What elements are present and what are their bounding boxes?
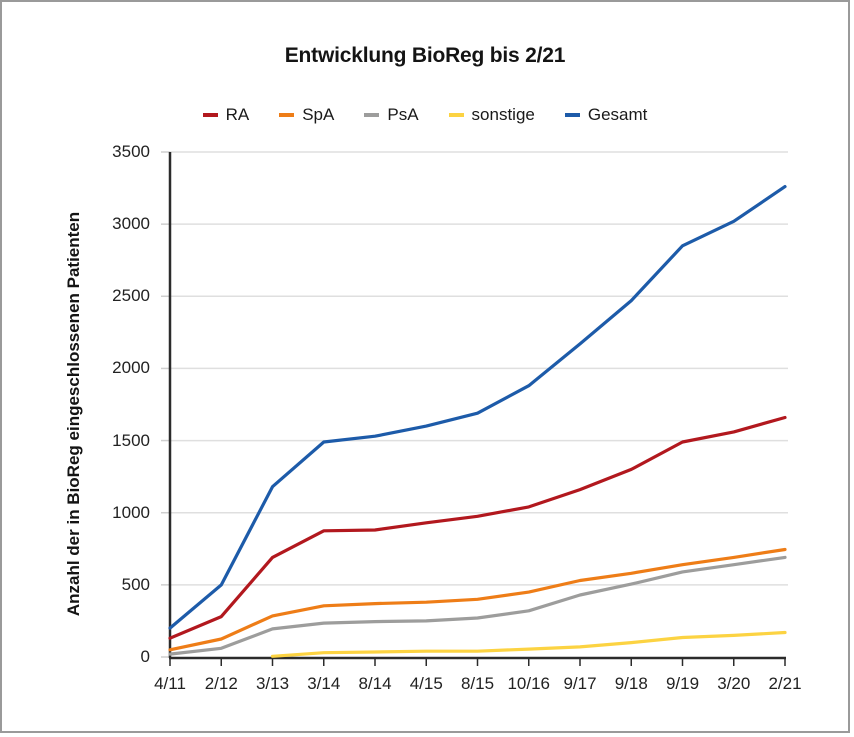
legend-label: PsA [387, 105, 419, 124]
y-tick-label: 3000 [112, 214, 150, 234]
x-tick-label: 4/15 [409, 674, 443, 693]
legend-swatch-psa [364, 113, 380, 117]
y-tick-label: 0 [140, 647, 150, 666]
legend-label: SpA [302, 105, 335, 124]
chart-title: Entwicklung BioReg bis 2/21 [284, 44, 566, 67]
x-tick-label: 3/13 [255, 674, 290, 693]
legend-label: sonstige [471, 105, 535, 124]
legend-swatch-ra [202, 113, 218, 117]
legend-item-spa: SpA [279, 105, 334, 125]
x-tick-label: 9/18 [614, 674, 648, 693]
x-tick-label: 2/12 [204, 674, 238, 693]
series-line-sonstige [270, 630, 787, 658]
series-line-gesamt [168, 185, 787, 630]
x-tick-label: 9/19 [665, 674, 700, 693]
series-line-ra [168, 415, 787, 640]
series-line-spa [168, 547, 787, 652]
x-tick-label: 8/14 [358, 674, 392, 693]
legend-swatch-sonstige [448, 113, 464, 117]
x-tick-label: 3/20 [717, 674, 751, 693]
y-tick-label: 2000 [112, 358, 150, 378]
legend-swatch-gesamt [564, 113, 580, 117]
y-tick-label: 2500 [112, 286, 150, 306]
y-tick-label: 1000 [112, 502, 150, 522]
legend-item-sonstige: sonstige [448, 105, 535, 125]
x-tick-label: 3/14 [307, 674, 341, 693]
legend-item-psa: PsA [364, 105, 419, 125]
legend-item-ra: RA [202, 105, 250, 125]
x-tick-label: 4/11 [154, 674, 186, 693]
x-tick-label: 8/15 [460, 674, 495, 693]
y-tick-label: 1500 [112, 430, 150, 450]
x-tick-label: 2/21 [768, 674, 802, 693]
y-tick-label: 3500 [112, 142, 150, 161]
legend-label: RA [225, 105, 250, 124]
x-tick-label: 9/17 [563, 674, 597, 693]
legend-swatch-spa [279, 113, 295, 117]
y-tick-label: 500 [121, 574, 150, 594]
legend-label: Gesamt [587, 105, 648, 124]
x-tick-label: 10/16 [507, 674, 551, 693]
legend-item-gesamt: Gesamt [564, 105, 648, 125]
legend: RA SpA PsA sonstige Gesamt [2, 105, 848, 125]
series-line-psa [168, 555, 787, 656]
